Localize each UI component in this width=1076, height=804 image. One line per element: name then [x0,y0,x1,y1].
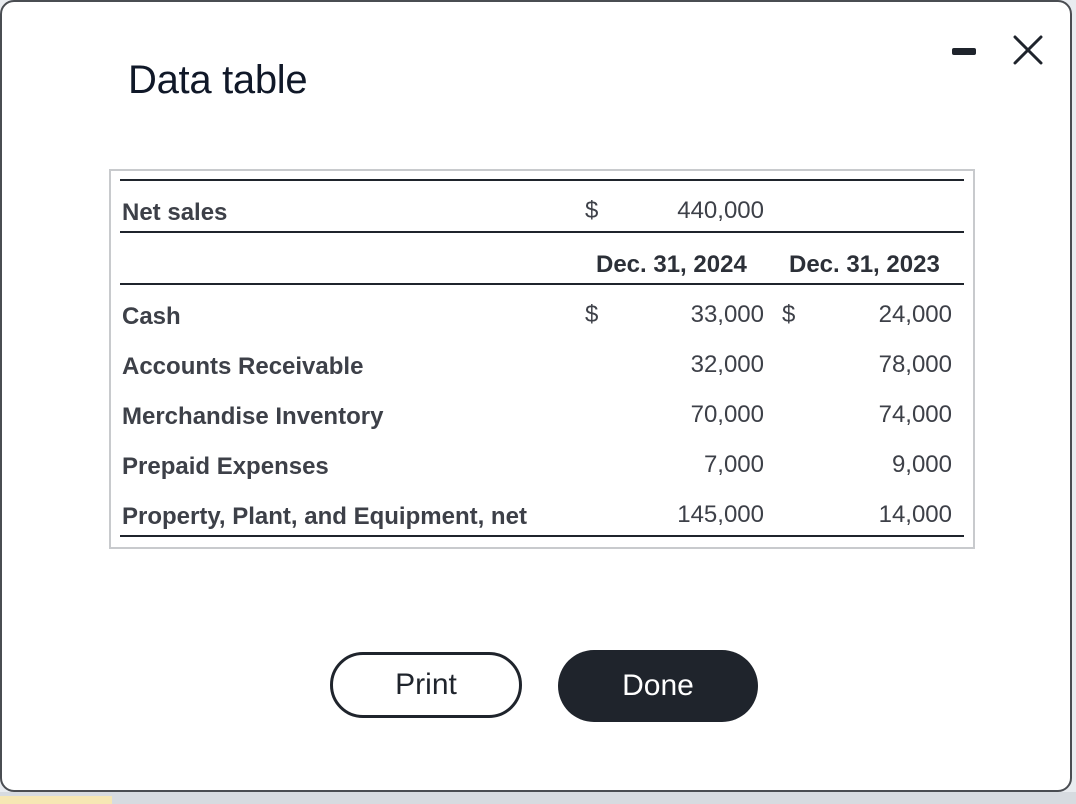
header-rule [120,283,964,285]
row-value-2023: 14,000 [878,501,952,528]
row-label-accounts-receivable: Accounts Receivable [122,353,364,380]
row-label-ppe-net: Property, Plant, and Equipment, net [122,503,527,530]
done-button[interactable]: Done [558,650,758,722]
dialog-title: Data table [128,58,308,102]
column-header-2023: Dec. 31, 2023 [789,251,940,278]
net-sales-value: 440,000 [677,197,764,224]
row-value-2024: 70,000 [690,401,764,428]
row-label-merchandise-inventory: Merchandise Inventory [122,403,384,430]
net-sales-rule [120,231,964,233]
row-label-cash: Cash [122,303,181,330]
row-value-2024: 32,000 [690,351,764,378]
row-label-prepaid-expenses: Prepaid Expenses [122,453,329,480]
data-table-frame [109,169,975,549]
row-value-2024: 33,000 [690,301,764,328]
row-currency-2024: $ [585,301,599,328]
row-value-2023: 24,000 [878,301,952,328]
column-header-2024: Dec. 31, 2024 [596,251,747,278]
table-bottom-rule [120,535,964,537]
row-value-2023: 74,000 [878,401,952,428]
row-value-2023: 9,000 [891,451,952,478]
row-value-2023: 78,000 [878,351,952,378]
bottom-strip [0,792,1076,804]
table-top-rule [120,179,964,181]
row-currency-2023: $ [782,301,796,328]
bottom-accent [0,796,112,804]
row-value-2024: 145,000 [677,501,764,528]
net-sales-label: Net sales [122,199,228,226]
print-button[interactable]: Print [330,652,522,718]
close-icon[interactable] [1010,32,1046,68]
minimize-icon[interactable] [952,48,976,55]
net-sales-currency: $ [585,197,599,224]
row-value-2024: 7,000 [703,451,764,478]
